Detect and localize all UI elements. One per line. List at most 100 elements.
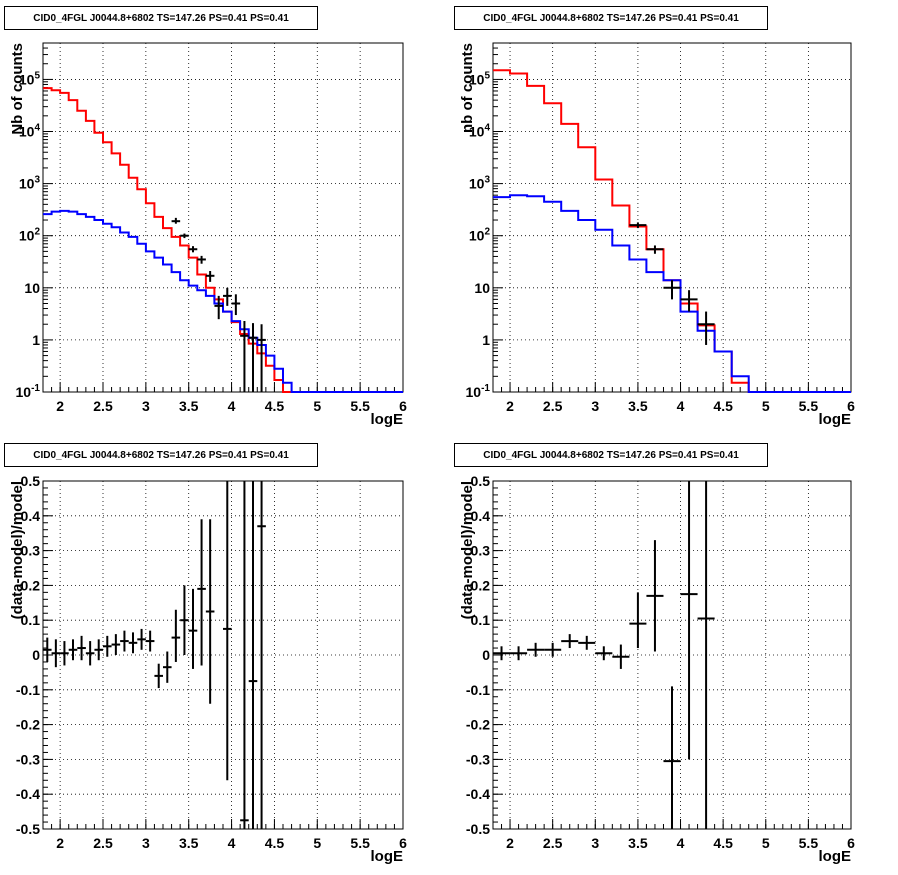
chart-title-bottom-right: CID0_4FGL J0044.8+6802 TS=147.26 PS=0.41… (454, 443, 768, 467)
y-tick-label: -0.2 (466, 717, 490, 733)
data-point (43, 637, 52, 662)
data-point (663, 686, 681, 829)
data-points (171, 217, 266, 392)
y-tick-label: 1 (482, 332, 490, 348)
x-tick-label: 3.5 (628, 398, 648, 414)
grid-lines (493, 43, 852, 393)
x-tick-label: 2 (56, 835, 64, 851)
y-tick-label: 0.3 (21, 543, 41, 559)
x-tick-label: 5.5 (350, 398, 370, 414)
grid-lines (43, 43, 404, 393)
y-tick-label: 0 (32, 647, 40, 663)
y-tick-label: 104 (19, 123, 41, 140)
x-tick-label: 5 (762, 398, 770, 414)
series-step-line-2 (493, 194, 851, 393)
y-tick-label: 0.2 (21, 577, 41, 593)
x-tick-label: 3 (142, 835, 150, 851)
y-axis-label: (data-model)/model (9, 481, 26, 619)
x-tick-label: 4 (677, 398, 685, 414)
series-step-line-2 (43, 209, 403, 393)
x-tick-label: 4.5 (265, 835, 285, 851)
data-point (240, 321, 249, 392)
y-axis-label: nb of counts (459, 43, 476, 133)
y-tick-label: -0.5 (16, 821, 40, 837)
y-tick-label: 0.5 (21, 473, 41, 489)
data-point (223, 287, 232, 306)
data-point (188, 588, 198, 669)
x-minor-ticks (42, 824, 404, 829)
data-point (205, 519, 215, 704)
data-point (197, 519, 206, 666)
y-tick-label: 10 (24, 280, 40, 296)
y-axis-label: Nb of counts (9, 43, 26, 135)
data-point (197, 255, 206, 264)
data-point (171, 217, 181, 224)
data-point (629, 592, 647, 649)
y-tick-label: -0.2 (16, 717, 40, 733)
data-point (94, 639, 103, 661)
data-point (697, 481, 715, 829)
y-minor-ticks (493, 42, 498, 377)
data-point (544, 642, 562, 657)
y-tick-label: 0.4 (471, 508, 491, 524)
x-tick-label: 4.5 (713, 835, 733, 851)
x-axis-label: logE (371, 848, 404, 865)
y-minor-ticks (43, 42, 48, 377)
data-point (561, 634, 579, 649)
x-tick-label: 5 (313, 835, 321, 851)
x-tick-label: 5.5 (350, 835, 370, 851)
x-tick-label: 2.5 (93, 835, 113, 851)
data-point (527, 642, 545, 657)
data-point (646, 245, 664, 254)
data-point (214, 295, 223, 320)
y-tick-label: 10-1 (466, 383, 491, 400)
y-tick-label: -0.3 (16, 751, 40, 767)
x-axis-label: logE (819, 848, 852, 865)
data-point (248, 323, 258, 392)
y-tick-label: 0.5 (471, 473, 491, 489)
x-tick-label: 6 (847, 398, 855, 414)
data-point (60, 641, 69, 666)
y-tick-label: 102 (469, 227, 491, 244)
x-tick-label: 6 (847, 835, 855, 851)
data-point (595, 646, 613, 661)
y-tick-label: -0.1 (466, 682, 490, 698)
y-tick-label: 0.4 (21, 508, 41, 524)
y-tick-label: 0.2 (471, 577, 491, 593)
chart-panel-2: 2 2.5 3 3.5 4 4.5 5 5.5 6 10-1 1 10 102 103 104 105 logE… (459, 42, 855, 428)
data-point (205, 271, 215, 282)
data-point (578, 635, 596, 650)
data-point (663, 280, 681, 300)
y-tick-label: -0.4 (466, 786, 490, 802)
data-point (120, 630, 129, 652)
y-tick-label: 0 (482, 647, 490, 663)
y-tick-label: 103 (19, 175, 41, 192)
data-point (493, 646, 511, 661)
x-tick-label: 6 (399, 835, 407, 851)
x-tick-label: 4 (228, 398, 236, 414)
data-point (171, 609, 181, 662)
x-tick-label: 2.5 (543, 835, 563, 851)
data-point (240, 481, 249, 829)
data-points (43, 481, 266, 829)
x-tick-label: 3.5 (179, 835, 199, 851)
data-point (257, 324, 266, 392)
data-point (111, 634, 121, 655)
x-tick-label: 3.5 (628, 835, 648, 851)
y-tick-label: 105 (19, 70, 41, 87)
y-tick-label: -0.5 (466, 821, 490, 837)
x-axis-label: logE (371, 411, 404, 428)
x-tick-label: 4.5 (713, 398, 733, 414)
data-point (510, 646, 528, 661)
data-points (493, 481, 715, 829)
data-point (697, 311, 715, 345)
data-point (680, 481, 698, 760)
data-point (103, 635, 112, 657)
x-tick-label: 5 (762, 835, 770, 851)
data-point (680, 290, 698, 312)
x-tick-label: 3 (591, 398, 599, 414)
grid-lines (43, 480, 404, 830)
y-tick-label: 102 (19, 227, 41, 244)
y-tick-label: 105 (469, 70, 491, 87)
